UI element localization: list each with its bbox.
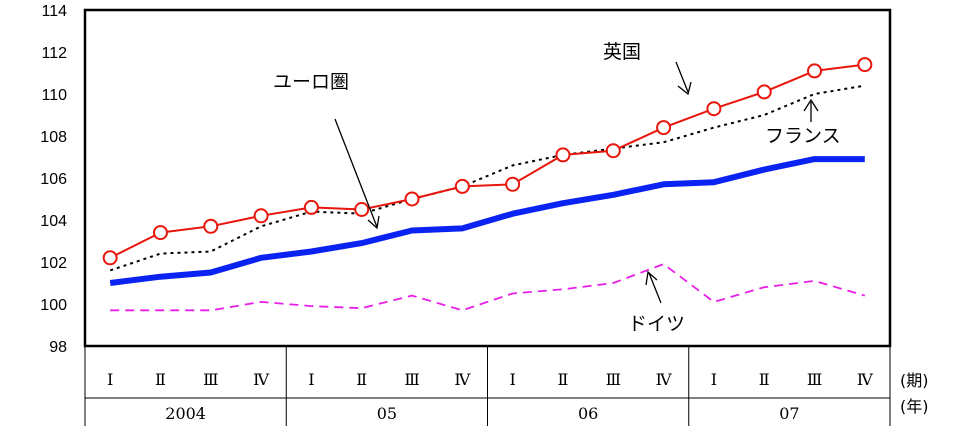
- data-point: [303, 199, 319, 215]
- data-point: [555, 147, 571, 163]
- x-tick-label: Ⅱ: [558, 370, 569, 389]
- data-point: [807, 63, 823, 79]
- y-tick-label: 104: [40, 213, 67, 230]
- data-point: [857, 57, 873, 73]
- label-uk: 英国: [603, 41, 641, 63]
- series-line: [109, 63, 865, 259]
- y-tick-label: 102: [40, 255, 67, 272]
- y-tick-label: 98: [49, 339, 67, 356]
- x-tick-label: Ⅳ: [454, 370, 471, 389]
- y-tick-label: 112: [41, 45, 67, 62]
- data-point: [706, 101, 722, 117]
- data-point: [253, 208, 269, 224]
- series-layer: [102, 57, 873, 312]
- x-tick-label: Ⅰ: [308, 370, 314, 389]
- y-tick-label: 110: [41, 87, 67, 104]
- x-tick-label: Ⅲ: [203, 370, 218, 389]
- data-point: [656, 120, 672, 136]
- x-tick-label: Ⅰ: [711, 370, 717, 389]
- data-point: [505, 176, 521, 192]
- x-year-label: 2004: [165, 404, 206, 423]
- label-eurozone: ユーロ圏: [273, 71, 349, 93]
- pointer-uk: [675, 61, 692, 96]
- x-year-label: 06: [578, 404, 598, 423]
- series-line: [110, 263, 866, 312]
- x-tick-label: Ⅳ: [656, 370, 673, 389]
- data-point: [756, 84, 772, 100]
- plot-area-frame: [83, 8, 892, 348]
- x-tick-label: Ⅱ: [356, 370, 367, 389]
- y-tick-label: 108: [40, 129, 67, 146]
- x-tick-label: Ⅰ: [107, 370, 113, 389]
- series-line: [109, 84, 865, 272]
- x-tick-label: Ⅲ: [807, 370, 822, 389]
- label-germany: ドイツ: [628, 313, 685, 335]
- y-axis: 98 100 102 104 106 108 110 112 114: [40, 3, 67, 356]
- data-point: [354, 202, 370, 217]
- x-year-label: 07: [779, 404, 799, 423]
- pointer-germany: [645, 270, 662, 304]
- x-year-label: 05: [377, 404, 397, 423]
- y-tick-label: 114: [41, 3, 67, 20]
- data-point: [152, 225, 168, 241]
- x-unit-quarter: (期): [900, 371, 929, 390]
- x-tick-label: Ⅳ: [857, 370, 874, 389]
- x-tick-label: Ⅳ: [253, 370, 270, 389]
- x-tick-label: Ⅲ: [606, 370, 621, 389]
- x-tick-label: Ⅱ: [155, 370, 166, 389]
- x-tick-label: Ⅱ: [759, 370, 770, 389]
- data-point: [203, 218, 219, 234]
- y-tick-label: 106: [40, 171, 67, 188]
- series-line: [109, 156, 865, 286]
- x-axis: Ⅰ Ⅱ Ⅲ Ⅳ Ⅰ Ⅱ Ⅲ Ⅳ Ⅰ Ⅱ Ⅲ Ⅳ Ⅰ Ⅱ Ⅲ Ⅳ 2004 05 06 07: [84, 346, 891, 426]
- data-point: [102, 250, 118, 266]
- data-point: [454, 178, 470, 194]
- data-point: [404, 191, 420, 207]
- x-unit-year: (年): [900, 397, 929, 416]
- x-tick-label: Ⅲ: [404, 370, 419, 389]
- label-france: フランス: [765, 125, 841, 147]
- x-tick-label: Ⅰ: [509, 370, 515, 389]
- data-point: [605, 143, 621, 159]
- y-tick-label: 100: [40, 297, 67, 314]
- pointer-france: [803, 98, 819, 122]
- pointer-eurozone: [334, 118, 380, 230]
